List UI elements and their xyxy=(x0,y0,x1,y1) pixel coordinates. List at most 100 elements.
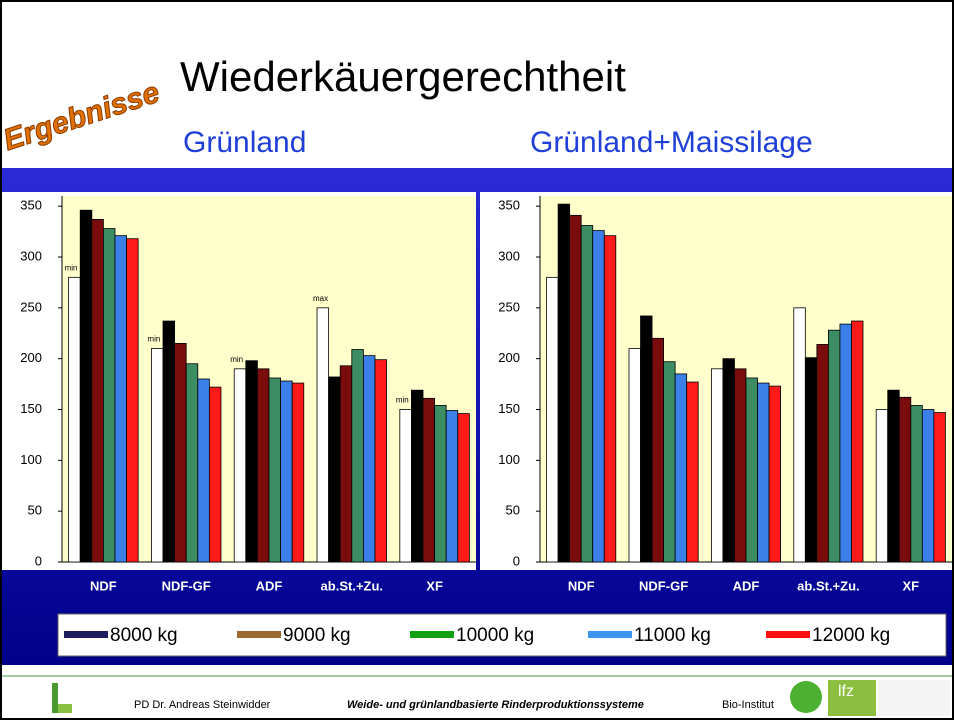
x-tick-label: NDF-GF xyxy=(639,578,688,593)
y-tick-label: 350 xyxy=(498,198,520,213)
bar xyxy=(339,365,353,563)
bar xyxy=(686,381,699,563)
bar xyxy=(362,355,376,563)
bar-annotation: min xyxy=(230,355,243,364)
x-tick-label: NDF xyxy=(90,578,117,593)
bar xyxy=(399,409,412,563)
y-tick-label: 50 xyxy=(28,503,42,518)
bar xyxy=(68,276,81,563)
bar xyxy=(816,344,829,563)
bar xyxy=(793,307,806,563)
y-tick-label: 100 xyxy=(20,452,42,467)
y-tick-label: 350 xyxy=(20,198,42,213)
bar xyxy=(640,315,653,563)
y-tick-label: 250 xyxy=(498,299,520,314)
bar xyxy=(457,413,470,563)
x-tick-label: ab.St.+Zu. xyxy=(321,578,383,593)
bar xyxy=(875,409,889,563)
bar xyxy=(185,363,199,563)
legend-label: 12000 kg xyxy=(812,625,890,646)
y-tick-label: 300 xyxy=(498,248,520,263)
bar xyxy=(114,235,127,563)
bar xyxy=(411,389,424,563)
x-tick-label: NDF xyxy=(568,578,595,593)
bar xyxy=(316,307,330,563)
bar xyxy=(245,360,258,563)
bar-annotation: max xyxy=(313,294,328,303)
legend-swatch xyxy=(64,631,108,638)
bar xyxy=(374,359,387,563)
legend-swatch xyxy=(588,631,632,638)
legend-swatch xyxy=(410,631,454,638)
bar xyxy=(557,203,571,563)
footer-logo-left xyxy=(58,704,72,713)
charts: 0 50 100 150 200 250 300 350 NDF min NDF-GF min ADF m… xyxy=(2,192,952,593)
footer-logo-box xyxy=(878,680,950,716)
bar xyxy=(921,409,935,563)
bar xyxy=(174,343,187,563)
bar xyxy=(126,238,139,563)
legend: 8000 kg 9000 kg 10000 kg 11000 kg 12000 kg xyxy=(64,625,890,646)
y-tick-label: 250 xyxy=(20,299,42,314)
bar xyxy=(887,389,900,563)
bar xyxy=(804,357,818,563)
x-tick-label: XF xyxy=(426,578,443,593)
y-tick-label: 150 xyxy=(498,401,520,416)
bar xyxy=(745,377,758,563)
x-tick-label: NDF-GF xyxy=(162,578,211,593)
bar xyxy=(291,382,305,563)
bar xyxy=(910,405,923,563)
bar xyxy=(603,235,617,563)
bar xyxy=(162,320,176,563)
slide-title: Wiederkäuergerechtheit xyxy=(180,53,626,100)
footer-institute: Bio-Institut xyxy=(722,699,774,711)
bar xyxy=(103,228,116,563)
y-tick-label: 300 xyxy=(20,248,42,263)
bar xyxy=(328,376,341,563)
footer-logo-text: lfz xyxy=(838,683,854,700)
legend-label: 11000 kg xyxy=(634,625,711,646)
bar xyxy=(722,358,735,563)
y-tick-label: 50 xyxy=(506,503,520,518)
subtitle: Grünland+Maissilage xyxy=(530,126,813,159)
bar xyxy=(628,348,641,563)
y-tick-label: 0 xyxy=(35,553,42,568)
footer-project: Weide- und grünlandbasierte Rinderproduk… xyxy=(347,699,644,711)
y-tick-label: 200 xyxy=(20,350,42,365)
legend-label: 8000 kg xyxy=(110,625,178,646)
bar xyxy=(422,397,435,563)
y-tick-label: 100 xyxy=(498,452,520,467)
bar xyxy=(233,368,247,563)
bar xyxy=(757,382,770,563)
legend-label: 10000 kg xyxy=(456,625,534,646)
bar xyxy=(933,412,946,563)
bar xyxy=(546,276,559,563)
bar xyxy=(898,396,912,563)
x-tick-label: XF xyxy=(902,578,919,593)
bar xyxy=(828,329,841,563)
bar xyxy=(839,323,852,563)
y-tick-label: 150 xyxy=(20,401,42,416)
subtitle: Grünland xyxy=(183,126,306,159)
bar-annotation: min xyxy=(65,263,78,272)
bar xyxy=(674,373,688,563)
bar xyxy=(434,405,447,563)
bar xyxy=(851,320,864,563)
bar xyxy=(208,386,222,563)
bar xyxy=(569,214,582,563)
bar xyxy=(151,348,164,563)
bar xyxy=(197,378,210,563)
bar xyxy=(734,368,747,563)
bar xyxy=(768,385,782,563)
y-tick-label: 0 xyxy=(513,553,520,568)
bar-annotation: min xyxy=(147,335,160,344)
footer-author: PD Dr. Andreas Steinwidder xyxy=(134,699,271,711)
x-tick-label: ADF xyxy=(733,578,760,593)
bar xyxy=(79,209,93,563)
y-tick-label: 200 xyxy=(498,350,520,365)
bar xyxy=(280,380,293,563)
bar xyxy=(663,361,676,563)
bar xyxy=(257,368,270,563)
bar xyxy=(351,349,364,563)
